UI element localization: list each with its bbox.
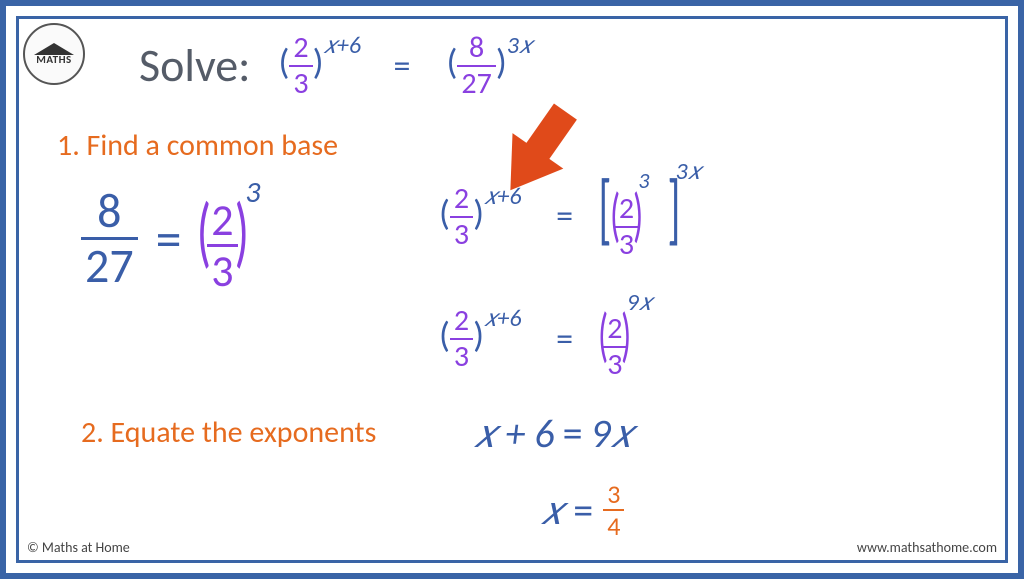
main-equation: (23) 𝑥+6 = (827) 3𝑥	[278, 33, 506, 99]
rhs-num: 8	[465, 33, 488, 65]
l3-lhs: (23) 𝑥+6	[439, 306, 484, 372]
step-1-label: 1. Find a common base	[57, 127, 338, 164]
rhs-term: (827) 3𝑥	[446, 33, 506, 99]
brand-logo: MATHS	[23, 23, 85, 85]
derivation-line-3: (23) 𝑥+6 = (23) 9𝑥	[439, 299, 627, 380]
side-rhs: (23) 3	[200, 184, 246, 293]
l4-rhs: 9𝑥	[590, 409, 633, 458]
l3-rhs-exp: 9𝑥	[627, 288, 653, 317]
l2-eq: =	[556, 196, 573, 237]
l2-lhs: (23) 𝑥+6	[439, 184, 484, 250]
l4-eq: =	[563, 409, 583, 458]
ans-num: 3	[603, 481, 624, 509]
l3-lhs-exp: 𝑥+6	[484, 304, 522, 333]
side-identity: 8 27 = (23) 3	[81, 184, 245, 293]
side-equals: =	[156, 207, 182, 271]
l3-eq: =	[556, 319, 573, 360]
inner-frame: MATHS Solve: (23) 𝑥+6 = (827) 3𝑥	[16, 16, 1008, 563]
equals-sign: =	[394, 46, 411, 87]
l3-lhs-num: 2	[450, 306, 473, 338]
step-2-label: 2. Equate the exponents	[81, 414, 376, 451]
l3-rhs: (23) 9𝑥	[603, 299, 627, 380]
footer-copyright: © Maths at Home	[27, 539, 130, 556]
footer-url: www.mathsathome.com	[857, 539, 997, 556]
derivation-line-2: (23) 𝑥+6 = [ (23) 3 ] 3𝑥	[439, 174, 676, 260]
l2-lhs-exp: 𝑥+6	[484, 182, 522, 211]
l5-eq: =	[573, 486, 593, 535]
logo-text: MATHS	[36, 53, 72, 66]
side-lhs-frac: 8 27	[81, 187, 138, 290]
lhs-exp: 𝑥+6	[324, 31, 362, 60]
side-rhs-exp: 3	[245, 174, 260, 211]
l2-lhs-num: 2	[450, 184, 473, 216]
page-frame: MATHS Solve: (23) 𝑥+6 = (827) 3𝑥	[0, 0, 1024, 579]
l2-inner-exp: 3	[638, 167, 649, 194]
lhs-term: (23) 𝑥+6	[278, 33, 323, 99]
l2-lhs-den: 3	[450, 216, 473, 250]
lhs-num: 2	[289, 33, 312, 65]
ans-den: 4	[603, 509, 624, 539]
side-lhs-num: 8	[93, 187, 125, 237]
side-rhs-den: 3	[207, 244, 237, 293]
l4-lhs: 𝑥 + 6	[474, 409, 555, 458]
rhs-exp: 3𝑥	[507, 31, 533, 60]
solve-label: Solve:	[139, 38, 250, 94]
title-row: Solve: (23) 𝑥+6 = (827) 3𝑥	[139, 33, 507, 99]
rhs-den: 27	[457, 65, 495, 99]
derivation-line-4: 𝑥 + 6 = 9𝑥	[474, 409, 633, 458]
l5-lhs: 𝑥	[541, 486, 563, 535]
lhs-den: 3	[289, 65, 312, 99]
l2-outer-exp: 3𝑥	[676, 157, 702, 186]
answer-fraction: 3 4	[603, 481, 624, 539]
l2-rhs: [ (23) 3 ] 3𝑥	[603, 174, 676, 260]
l3-lhs-den: 3	[450, 338, 473, 372]
side-lhs-den: 27	[81, 237, 138, 290]
side-rhs-num: 2	[207, 198, 237, 244]
derivation-line-5: 𝑥 = 3 4	[541, 481, 624, 539]
